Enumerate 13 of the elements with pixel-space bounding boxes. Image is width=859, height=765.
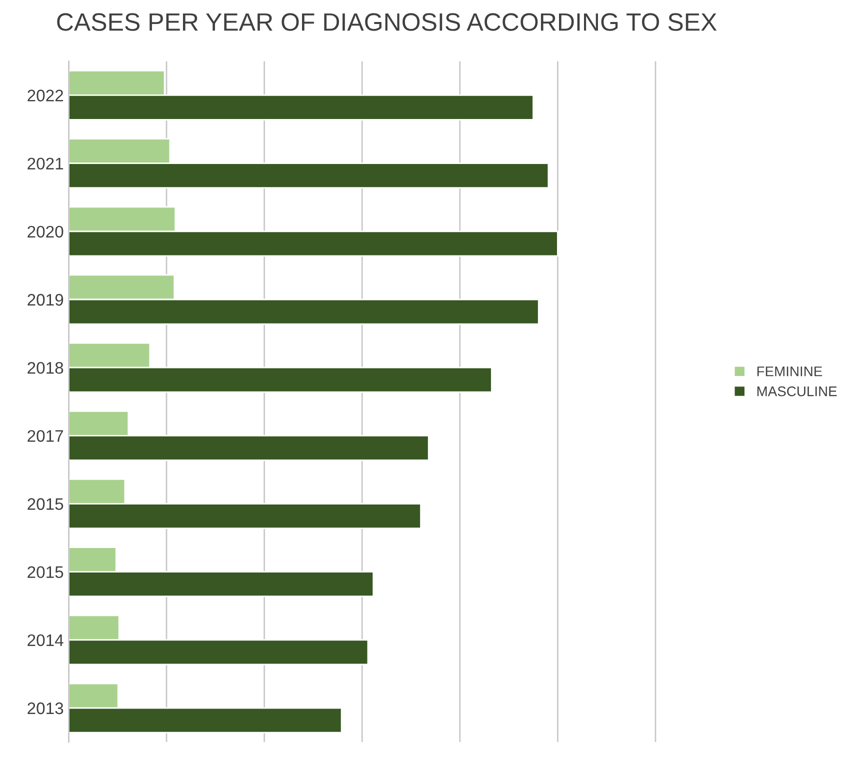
- y-tick-label: 2021: [28, 158, 64, 170]
- y-tick-label: 2014: [28, 634, 64, 646]
- legend-label: MASCULINE: [757, 386, 837, 396]
- y-tick-label: 2020: [28, 226, 64, 238]
- chart-title: CASES PER YEAR OF DIAGNOSIS ACCORDING TO SEX: [57, 13, 717, 31]
- y-tick-label: 2017: [28, 430, 64, 442]
- y-tick-label: 2013: [28, 702, 64, 714]
- y-tick-label: 2018: [28, 362, 64, 374]
- y-tick-label: 2022: [28, 90, 64, 102]
- y-tick-label: 2015: [28, 498, 64, 510]
- legend-label: FEMININE: [757, 366, 822, 376]
- y-tick-label: 2019: [28, 294, 64, 306]
- y-tick-label: 2015: [28, 566, 64, 578]
